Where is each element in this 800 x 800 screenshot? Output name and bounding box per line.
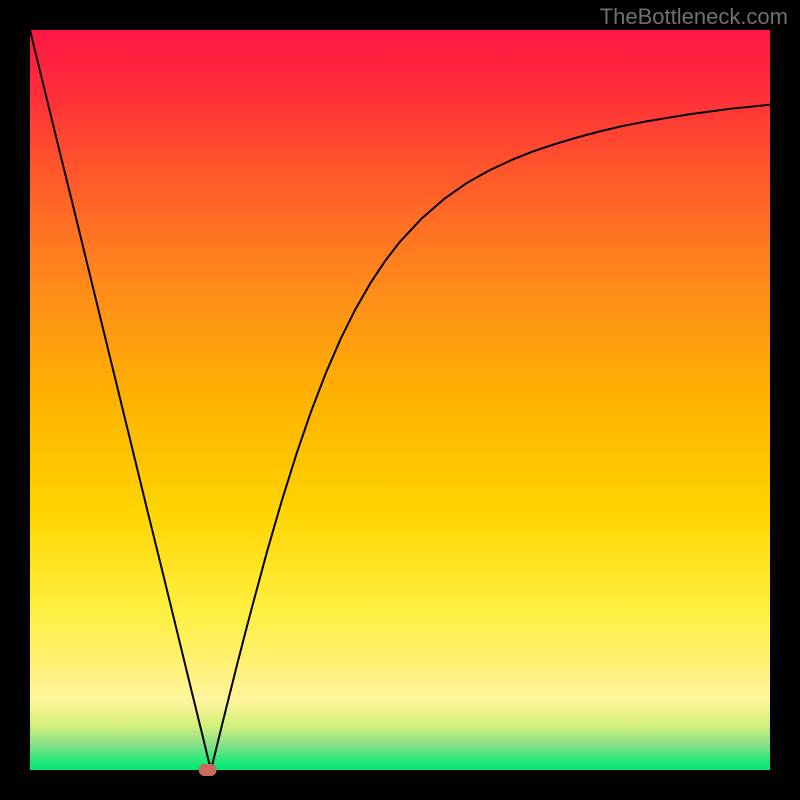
watermark-label: TheBottleneck.com [600,4,788,30]
sweet-spot-marker [199,764,217,776]
plot-area [30,30,770,770]
chart-canvas [0,0,800,800]
bottleneck-chart: TheBottleneck.com [0,0,800,800]
